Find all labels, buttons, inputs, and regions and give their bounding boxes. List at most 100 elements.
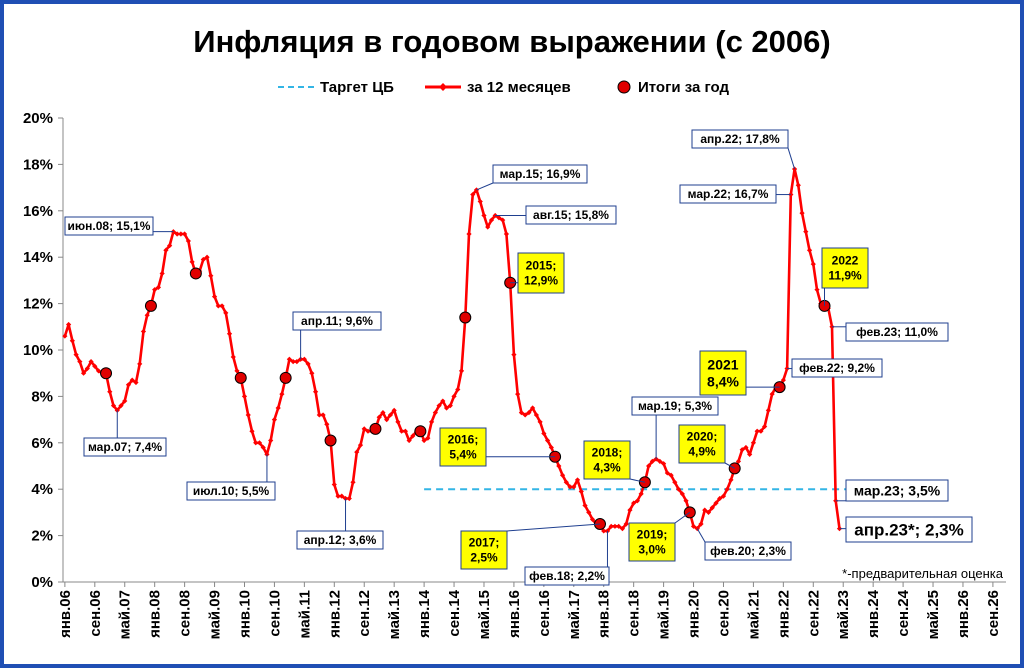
chart-title: Инфляция в годовом выражении (с 2006) — [193, 24, 830, 59]
label-text: мар.23; 3,5% — [854, 482, 941, 498]
y-tick-label: 20% — [23, 110, 53, 127]
annual-point — [144, 299, 157, 312]
data-label: мар.22; 16,7% — [679, 184, 791, 204]
data-label: 2019; 3,0% — [628, 511, 691, 562]
monthly-point — [399, 428, 405, 434]
monthly-point — [814, 287, 820, 293]
x-tick-label: сен.20 — [715, 590, 732, 637]
monthly-point — [219, 303, 225, 309]
x-tick-label: янв.10 — [236, 590, 253, 638]
label-box — [691, 129, 789, 149]
monthly-point — [189, 259, 195, 265]
monthly-point — [492, 212, 498, 219]
y-tick-label: 12% — [23, 296, 53, 313]
monthly-point — [152, 287, 158, 293]
x-tick-label: янв.20 — [686, 590, 703, 638]
data-label: апр.23*; 2,3% — [839, 516, 973, 543]
monthly-point — [185, 238, 191, 244]
x-tick-label: янв.16 — [506, 590, 523, 638]
monthly-point — [780, 377, 786, 383]
annual-point — [189, 267, 202, 280]
data-label: апр.12; 3,6% — [296, 498, 384, 550]
monthly-point — [294, 359, 300, 365]
monthly-point — [548, 444, 554, 451]
x-tick-label: май.07 — [117, 590, 134, 639]
label-box — [699, 350, 747, 396]
monthly-point — [679, 491, 685, 497]
label-box — [296, 530, 384, 550]
monthly-point — [443, 405, 450, 411]
label-leader — [787, 147, 796, 170]
monthly-point — [765, 407, 771, 413]
monthly-point — [619, 526, 626, 532]
monthly-point — [391, 407, 397, 413]
monthly-point — [578, 488, 584, 495]
data-label: 2022 11,9% — [821, 247, 869, 306]
data-label: мар.23; 3,5% — [835, 479, 949, 502]
monthly-point — [122, 398, 128, 404]
monthly-point — [526, 410, 532, 416]
y-tick-label: 8% — [31, 388, 53, 405]
x-tick-label: май.21 — [745, 590, 762, 639]
label-text: фев.23; 11,0% — [856, 325, 938, 339]
monthly-point — [638, 491, 644, 497]
monthly-point — [301, 356, 307, 362]
x-tick-label: янв.14 — [416, 589, 433, 638]
monthly-point — [395, 419, 401, 425]
monthly-point — [690, 523, 697, 529]
monthly-point — [563, 479, 569, 485]
monthly-point — [683, 498, 689, 504]
label-leader — [674, 511, 691, 524]
label-text: фев.22; 9,2% — [799, 361, 875, 375]
monthly-point — [646, 463, 652, 469]
x-tick-label: сен.12 — [356, 590, 373, 637]
monthly-point — [728, 477, 734, 483]
monthly-point — [331, 481, 337, 488]
monthly-point — [473, 187, 480, 193]
x-tick-label: сен.22 — [805, 590, 822, 637]
monthly-point — [365, 428, 371, 434]
y-tick-label: 18% — [23, 156, 53, 173]
monthly-point — [713, 500, 719, 506]
label-text: мар.19; 5,3% — [638, 399, 712, 413]
monthly-point — [762, 423, 768, 430]
x-tick-label: сен.14 — [446, 589, 463, 636]
data-label: июл.10; 5,5% — [186, 454, 276, 501]
monthly-point — [204, 254, 210, 260]
monthly-point — [230, 354, 236, 360]
x-tick-label: янв.06 — [57, 590, 74, 638]
label-text: мар.15; 16,9% — [500, 167, 581, 181]
monthly-point — [432, 410, 438, 416]
label-box — [517, 252, 565, 294]
legend-swatch-marker — [439, 83, 447, 91]
data-label: 2021 8,4% — [699, 350, 780, 396]
monthly-point — [522, 412, 528, 418]
data-label: мар.15; 16,9% — [476, 164, 588, 191]
label-text: 2015; 12,9% — [524, 259, 558, 288]
label-box — [83, 437, 167, 457]
data-label: фев.20; 2,3% — [696, 528, 792, 561]
monthly-point — [447, 403, 453, 409]
label-text: апр.11; 9,6% — [301, 314, 373, 328]
label-text: июл.10; 5,5% — [193, 484, 270, 498]
y-tick-label: 16% — [23, 203, 53, 220]
x-tick-label: сен.18 — [626, 590, 643, 637]
label-box — [631, 396, 719, 416]
label-box — [821, 247, 869, 289]
monthly-point — [769, 391, 775, 397]
footnote: *-предварительная оценка — [842, 566, 1004, 581]
label-text: 2017; 2,5% — [469, 536, 500, 565]
label-text: 2020; 4,9% — [687, 430, 718, 459]
monthly-point — [305, 361, 311, 367]
monthly-point — [488, 217, 495, 223]
monthly-point — [717, 495, 723, 502]
monthly-point — [428, 419, 435, 425]
data-label: апр.22; 17,8% — [691, 129, 796, 170]
monthly-point — [661, 461, 667, 467]
monthly-point — [518, 410, 525, 416]
monthly-point — [178, 231, 184, 237]
annual-point — [414, 425, 427, 438]
data-label: мар.07; 7,4% — [83, 410, 167, 457]
data-label: фев.22; 9,2% — [787, 358, 883, 378]
monthly-point — [84, 365, 90, 372]
